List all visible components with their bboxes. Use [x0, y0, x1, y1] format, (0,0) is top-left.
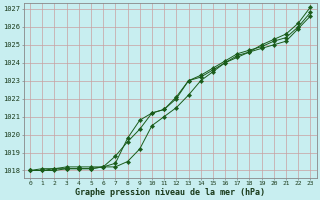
X-axis label: Graphe pression niveau de la mer (hPa): Graphe pression niveau de la mer (hPa): [75, 188, 265, 197]
